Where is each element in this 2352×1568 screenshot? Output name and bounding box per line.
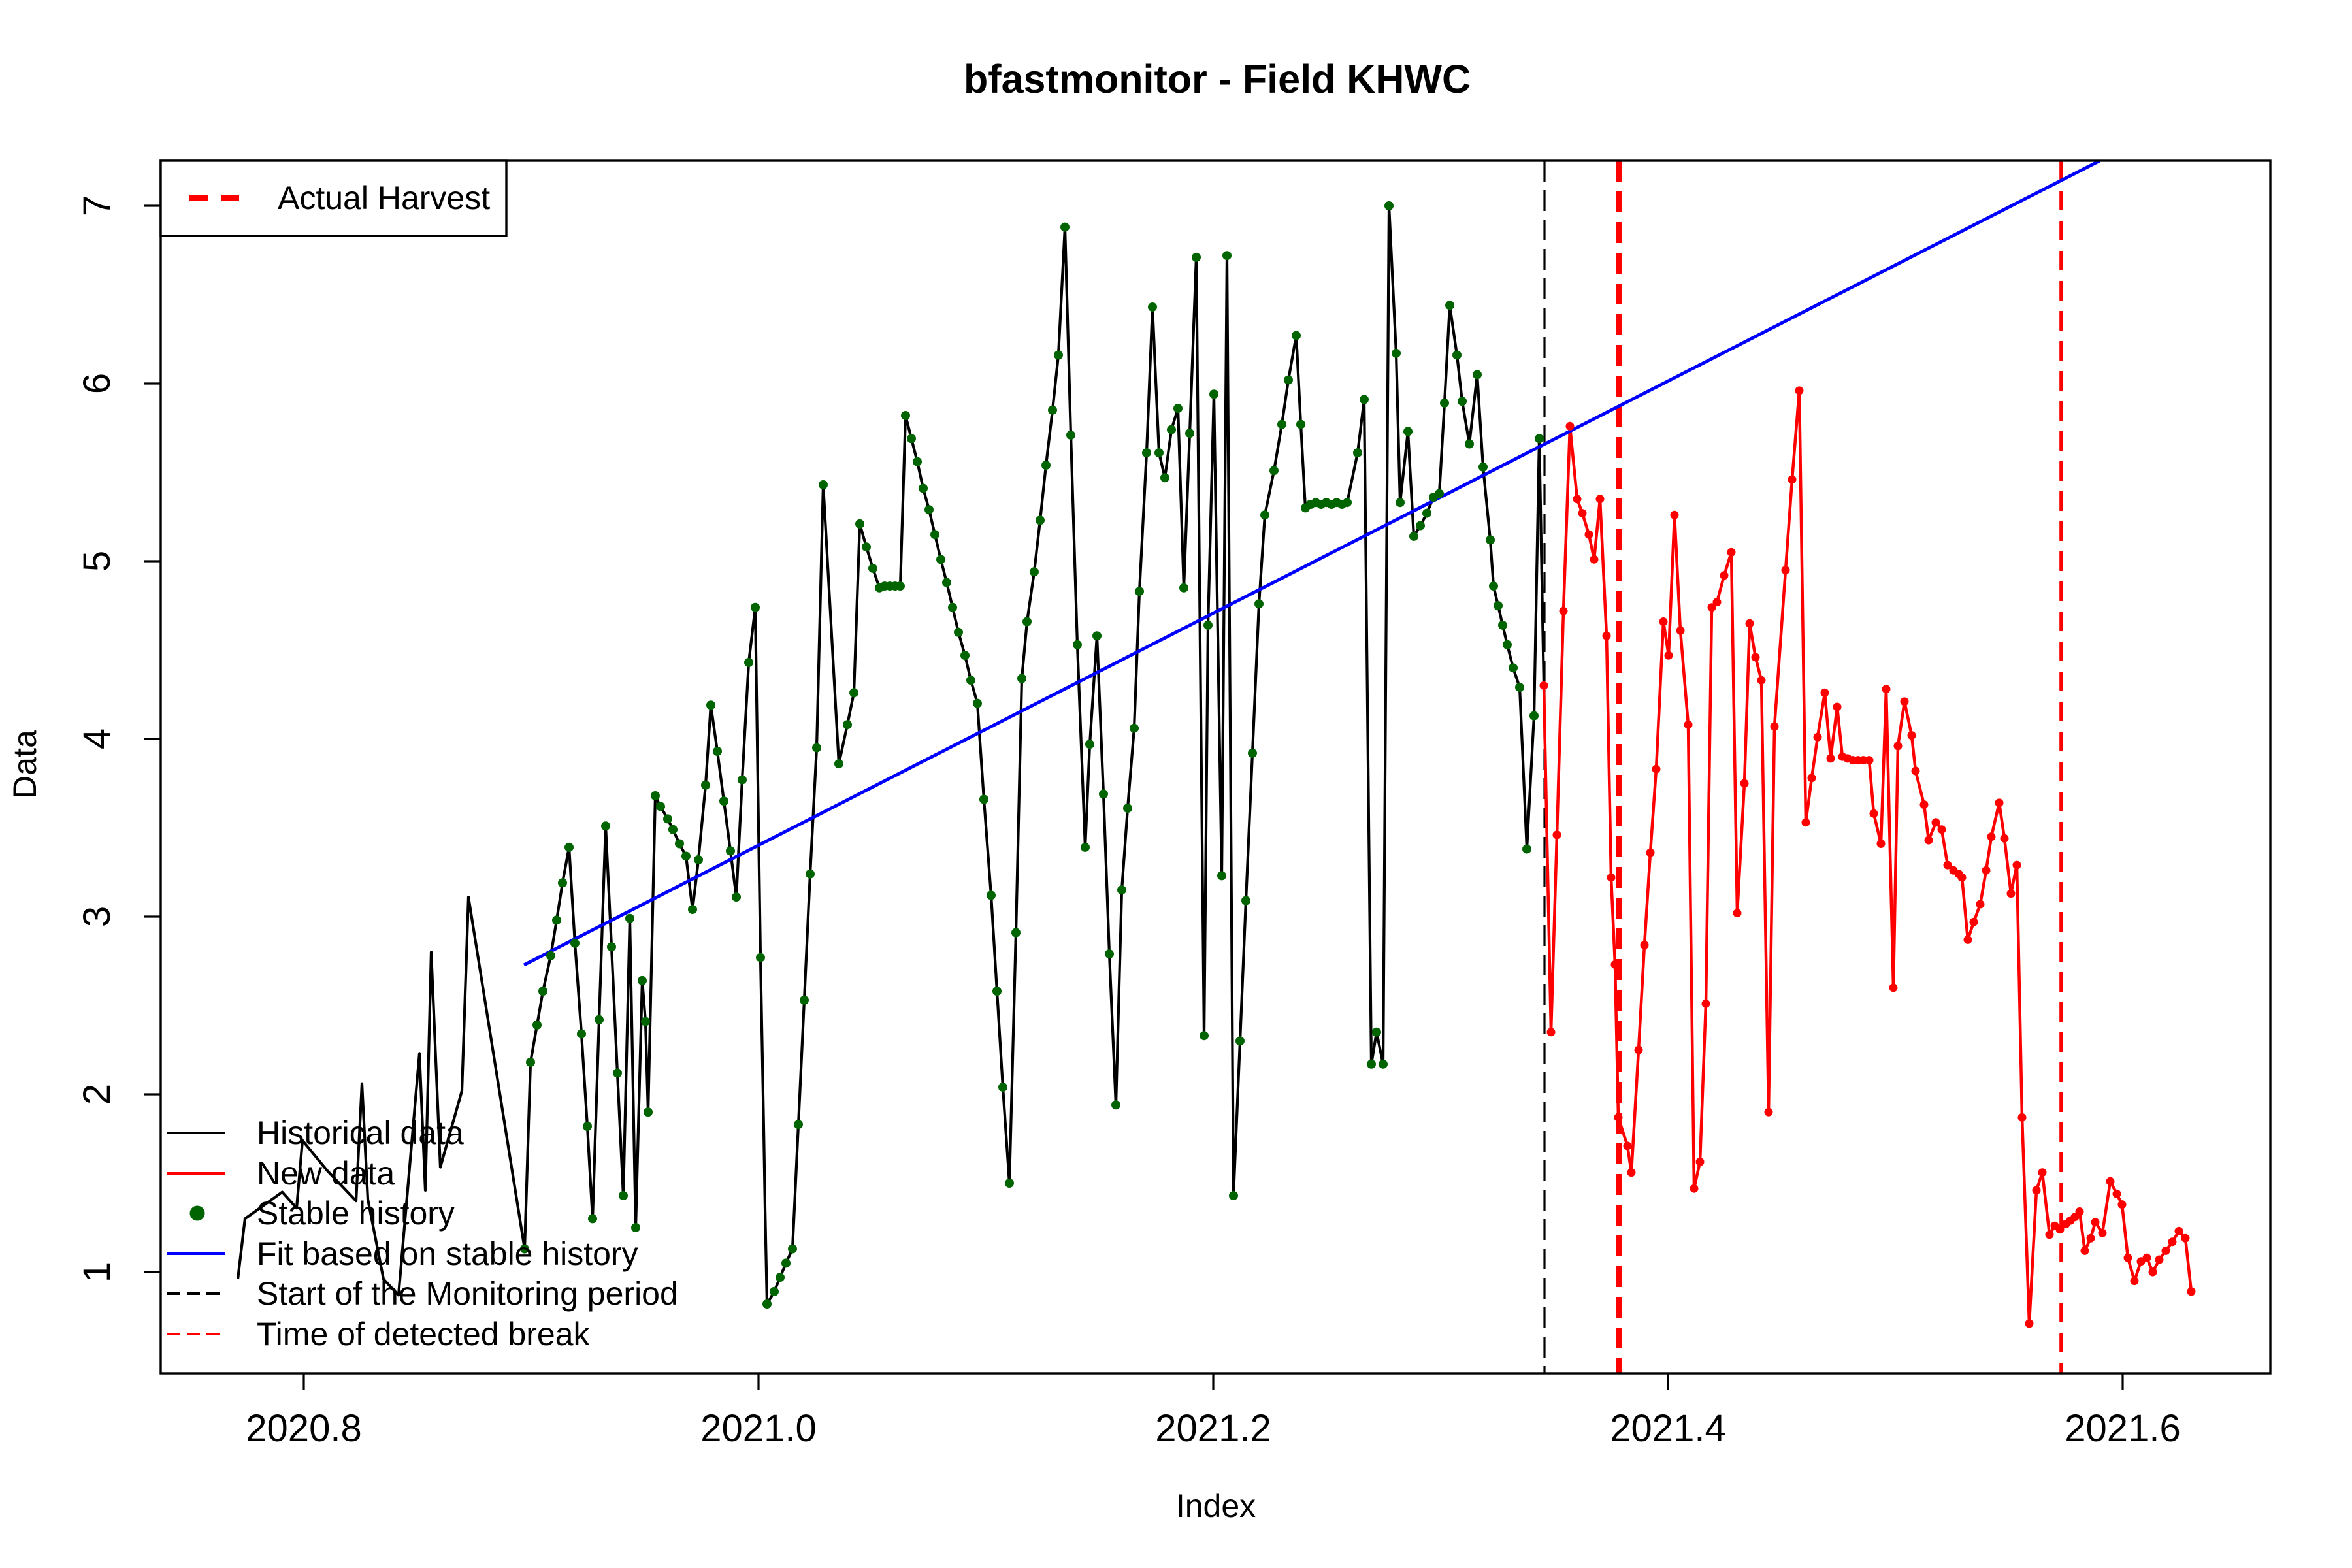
svg-text:7: 7: [76, 195, 118, 216]
svg-text:Stable history: Stable history: [257, 1195, 455, 1232]
svg-text:Historical data: Historical data: [257, 1115, 464, 1151]
svg-text:3: 3: [76, 906, 118, 927]
svg-text:2021.4: 2021.4: [1610, 1407, 1725, 1450]
svg-text:2: 2: [76, 1084, 118, 1105]
svg-text:5: 5: [76, 551, 118, 572]
svg-text:4: 4: [76, 728, 118, 749]
svg-text:2021.2: 2021.2: [1155, 1407, 1271, 1450]
svg-text:bfastmonitor - Field KHWC: bfastmonitor - Field KHWC: [964, 57, 1471, 101]
svg-text:6: 6: [76, 373, 118, 394]
svg-text:Time of detected break: Time of detected break: [257, 1316, 591, 1352]
svg-text:Index: Index: [1176, 1488, 1256, 1524]
svg-text:2021.0: 2021.0: [700, 1407, 816, 1450]
svg-text:1: 1: [76, 1262, 118, 1282]
svg-text:Start of the Monitoring period: Start of the Monitoring period: [257, 1275, 678, 1312]
svg-text:2020.8: 2020.8: [246, 1407, 361, 1450]
svg-text:New data: New data: [257, 1155, 395, 1192]
svg-text:Actual Harvest: Actual Harvest: [278, 180, 490, 216]
svg-text:Fit based on stable history: Fit based on stable history: [257, 1235, 638, 1272]
svg-text:2021.6: 2021.6: [2065, 1407, 2180, 1450]
svg-text:Data: Data: [7, 730, 43, 799]
